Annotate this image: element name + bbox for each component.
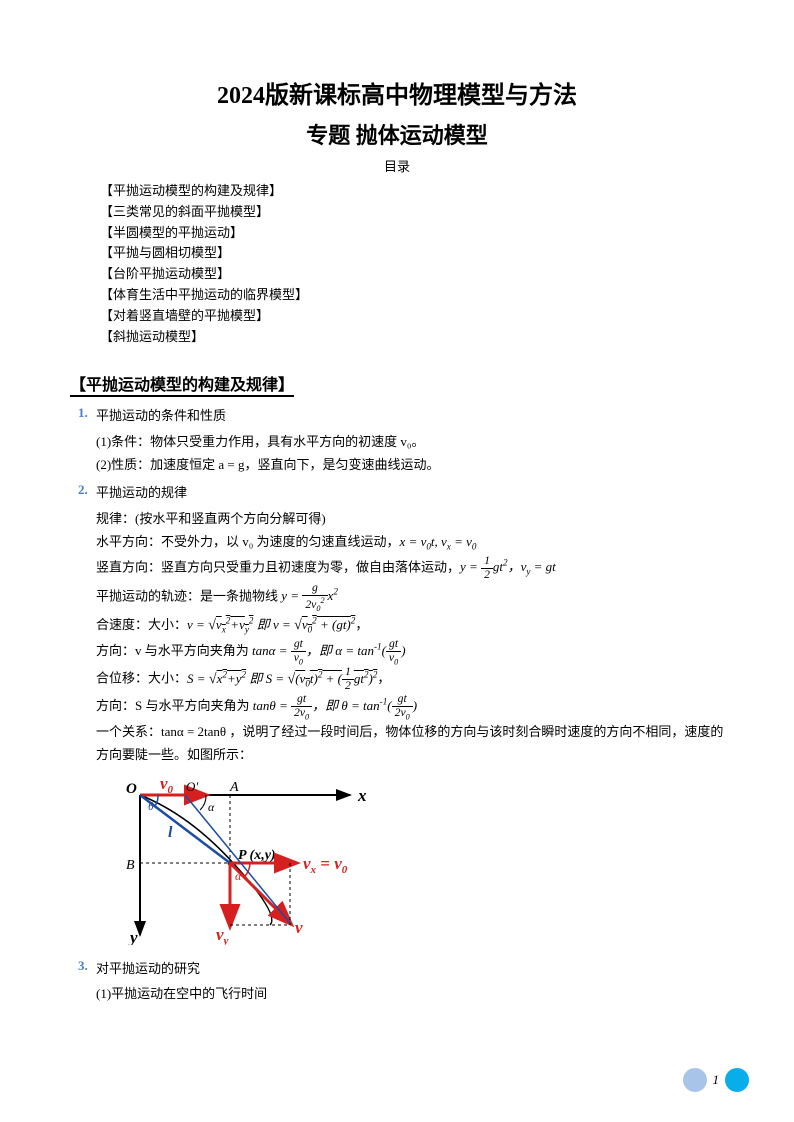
svg-text:α: α [235,869,242,883]
body-text: 方向：S 与水平方向夹角为 tanθ = gt2v0，即 θ = tan-1(g… [70,693,724,721]
toc-item: 【对着竖直墙壁的平抛模型】 [100,306,724,327]
svg-text:O: O [126,781,137,797]
toc-item: 【半圆模型的平抛运动】 [100,223,724,244]
formula: y = g2v02x2 [281,588,338,603]
body-text: 合位移：大小：S = √x2+y2 即 S = √(v0t)2 + (12gt2… [70,666,724,693]
svg-text:v: v [295,918,303,937]
footer-decoration: 1 [683,1068,750,1092]
item-title: 平抛运动的条件和性质 [96,405,724,426]
svg-text:P (x,y): P (x,y) [238,848,276,863]
svg-text:vy: vy [216,925,229,945]
toc-item: 【平抛运动模型的构建及规律】 [100,181,724,202]
section-header: 【平抛运动模型的构建及规律】 [70,371,294,397]
item-number: 2. [78,482,96,503]
body-text: (1)平抛运动在空中的飞行时间 [70,983,724,1006]
svg-text:θ: θ [148,799,154,813]
physics-diagram: O x y v0 O' A B P (x,y) l θ vx = v0 vy v… [70,775,724,950]
svg-text:vx = v0: vx = v0 [303,854,348,876]
toc-item: 【平抛与圆相切模型】 [100,243,724,264]
formula: y = 12gt2，vy = gt [460,559,556,574]
item-number: 3. [78,958,96,979]
page-number: 1 [713,1072,720,1088]
toc-item: 【三类常见的斜面平抛模型】 [100,202,724,223]
formula: tanα = gtv0，即 α = tan-1(gtv0) [252,643,406,658]
formula: S = √x2+y2 即 S = √(v0t)2 + (12gt2)2 [187,671,377,686]
svg-text:B: B [126,858,135,873]
body-text: 水平方向：不受外力，以 v₀ 为速度的匀速直线运动，x = v0t, vx = … [70,531,724,556]
body-text: 一个关系：tanα = 2tanθ ，说明了经过一段时间后，物体位移的方向与该时… [70,721,724,767]
body-text: 合速度：大小：v = √vx2+vy2 即 v = √v02 + (gt)2， [70,613,724,639]
toc-header: 目录 [70,156,724,175]
item-number: 1. [78,405,96,426]
svg-text:l: l [168,824,173,841]
body-text: 方向：v 与水平方向夹角为 tanα = gtv0，即 α = tan-1(gt… [70,638,724,666]
svg-text:x: x [357,786,367,805]
body-text: 规律：(按水平和竖直两个方向分解可得) [70,508,724,531]
item-title: 对平抛运动的研究 [96,958,724,979]
toc-item: 【体育生活中平抛运动的临界模型】 [100,285,724,306]
svg-text:O': O' [186,779,198,794]
svg-text:v0: v0 [160,775,174,796]
toc-list: 【平抛运动模型的构建及规律】 【三类常见的斜面平抛模型】 【半圆模型的平抛运动】… [70,181,724,347]
formula: v = √vx2+vy2 即 v = √v02 + (gt)2 [187,617,355,632]
footer-circle-light [683,1068,707,1092]
formula: x = v0t, vx = v0 [400,534,477,549]
footer-circle-dark [725,1068,749,1092]
toc-item: 【斜抛运动模型】 [100,327,724,348]
body-text: (1)条件：物体只受重力作用，具有水平方向的初速度 v₀。 [70,431,724,454]
body-text: 平抛运动的轨迹：是一条抛物线 y = g2v02x2 [70,582,724,613]
body-text: (2)性质：加速度恒定 a = g，竖直向下，是匀变速曲线运动。 [70,454,724,477]
formula: tanθ = gt2v0，即 θ = tan-1(gt2v0) [253,698,417,713]
title-main: 2024版新课标高中物理模型与方法 [70,75,724,110]
svg-text:A: A [229,780,239,795]
numbered-item-1: 1. 平抛运动的条件和性质 [70,405,724,426]
title-sub: 专题 抛体运动模型 [70,118,724,150]
numbered-item-3: 3. 对平抛运动的研究 [70,958,724,979]
body-text: 竖直方向：竖直方向只受重力且初速度为零，做自由落体运动，y = 12gt2，vy… [70,555,724,582]
toc-item: 【台阶平抛运动模型】 [100,264,724,285]
numbered-item-2: 2. 平抛运动的规律 [70,482,724,503]
item-title: 平抛运动的规律 [96,482,724,503]
svg-text:y: y [128,928,138,945]
svg-text:α: α [208,800,215,814]
